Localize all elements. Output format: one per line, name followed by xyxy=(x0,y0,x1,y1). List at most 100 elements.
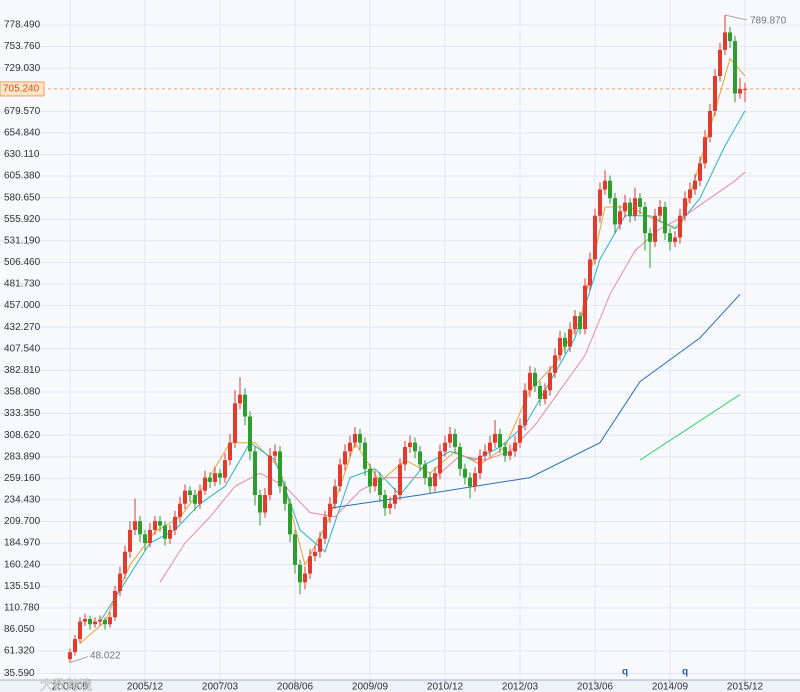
candle-body xyxy=(623,202,627,212)
candle-body xyxy=(673,237,677,242)
candle-body xyxy=(113,591,117,618)
candle-body xyxy=(718,49,722,77)
y-tick-label: 407.540 xyxy=(4,343,41,354)
max-leader xyxy=(724,14,748,21)
candle-body xyxy=(298,564,302,583)
candle-body xyxy=(213,473,217,482)
candle-body xyxy=(258,495,262,513)
candle-body xyxy=(373,477,377,487)
candle-body xyxy=(383,495,387,509)
candle-body xyxy=(503,447,507,456)
candle-body xyxy=(743,88,747,90)
candle-body xyxy=(353,433,357,443)
event-marker: q xyxy=(682,667,688,678)
x-tick-label: 2012/03 xyxy=(502,682,539,692)
candle-body xyxy=(98,619,102,622)
watermark: 大数跨境 xyxy=(40,677,92,692)
candle-body xyxy=(573,316,577,330)
candle-body xyxy=(333,486,337,504)
candle-body xyxy=(498,433,502,448)
y-tick-label: 358.080 xyxy=(4,387,41,398)
candle-body xyxy=(138,521,142,535)
candle-body xyxy=(118,573,122,592)
candle-body xyxy=(448,433,452,443)
candle-body xyxy=(463,468,467,478)
candle-body xyxy=(348,442,352,452)
candle-body xyxy=(478,455,482,474)
candle-body xyxy=(488,442,492,452)
candle-body xyxy=(358,433,362,443)
candle-body xyxy=(238,394,242,404)
y-tick-label: 382.810 xyxy=(4,365,41,376)
y-tick-label: 432.270 xyxy=(4,322,41,333)
y-tick-label: 481.730 xyxy=(4,279,41,290)
candle-body xyxy=(563,337,567,347)
candle-body xyxy=(268,455,272,496)
y-tick-label: 110.780 xyxy=(4,602,40,613)
ma-line xyxy=(79,57,746,644)
candle-body xyxy=(108,617,112,625)
y-tick-label: 555.920 xyxy=(4,214,41,225)
min-label: 48.022 xyxy=(90,650,121,661)
candle-body xyxy=(633,198,637,216)
candle-body xyxy=(628,202,632,216)
candle-body xyxy=(88,618,92,625)
x-tick-label: 2004/09 xyxy=(52,682,89,692)
y-tick-label: 778.490 xyxy=(4,20,41,31)
candle-body xyxy=(703,137,707,164)
last-price-box xyxy=(0,81,45,97)
candle-body xyxy=(148,529,152,544)
candle-body xyxy=(128,529,132,552)
x-axis-strip xyxy=(0,680,800,692)
candle-body xyxy=(568,329,572,347)
candle-body xyxy=(218,473,222,478)
candle-body xyxy=(248,416,252,452)
candle-body xyxy=(523,390,527,426)
candle-body xyxy=(433,473,437,487)
candle-body xyxy=(438,451,442,474)
candle-body xyxy=(493,433,497,443)
candle-body xyxy=(613,198,617,225)
candle-body xyxy=(513,442,517,452)
candle-body xyxy=(378,477,382,496)
y-tick-label: 729.030 xyxy=(4,63,41,74)
candle-body xyxy=(303,573,307,583)
candle-body xyxy=(708,110,712,138)
candle-body xyxy=(638,198,642,207)
candle-body xyxy=(508,451,512,456)
candle-body xyxy=(548,372,552,391)
candle-body xyxy=(158,521,162,526)
candle-body xyxy=(398,464,402,496)
x-tick-label: 2007/03 xyxy=(202,682,239,692)
x-tick-label: 2015/12 xyxy=(727,682,764,692)
x-tick-label: 2014/09 xyxy=(652,682,689,692)
candle-body xyxy=(453,433,457,448)
y-tick-label: 531.190 xyxy=(4,235,41,246)
y-tick-label: 333.350 xyxy=(4,408,41,419)
candle-body xyxy=(678,215,682,238)
ma-line xyxy=(329,293,741,509)
y-tick-label: 35.590 xyxy=(4,668,35,679)
candle-body xyxy=(223,460,227,478)
event-marker: q xyxy=(622,667,628,678)
candle-body xyxy=(178,503,182,517)
y-tick-label: 160.240 xyxy=(4,559,41,570)
x-tick-label: 2005/12 xyxy=(127,682,164,692)
candle-body xyxy=(683,198,687,216)
last-price-label: 705.240 xyxy=(3,84,40,95)
candle-body xyxy=(468,477,472,487)
y-tick-label: 234.430 xyxy=(4,495,41,506)
y-tick-label: 209.700 xyxy=(4,516,41,527)
candle-body xyxy=(153,521,157,530)
candle-body xyxy=(648,233,652,242)
candle-body xyxy=(393,495,397,504)
candle-body xyxy=(738,89,742,94)
candle-body xyxy=(368,468,372,487)
candle-body xyxy=(133,521,137,530)
candle-body xyxy=(143,534,147,544)
candle-body xyxy=(428,477,432,487)
y-tick-label: 679.570 xyxy=(4,106,41,117)
candle-body xyxy=(598,189,602,216)
